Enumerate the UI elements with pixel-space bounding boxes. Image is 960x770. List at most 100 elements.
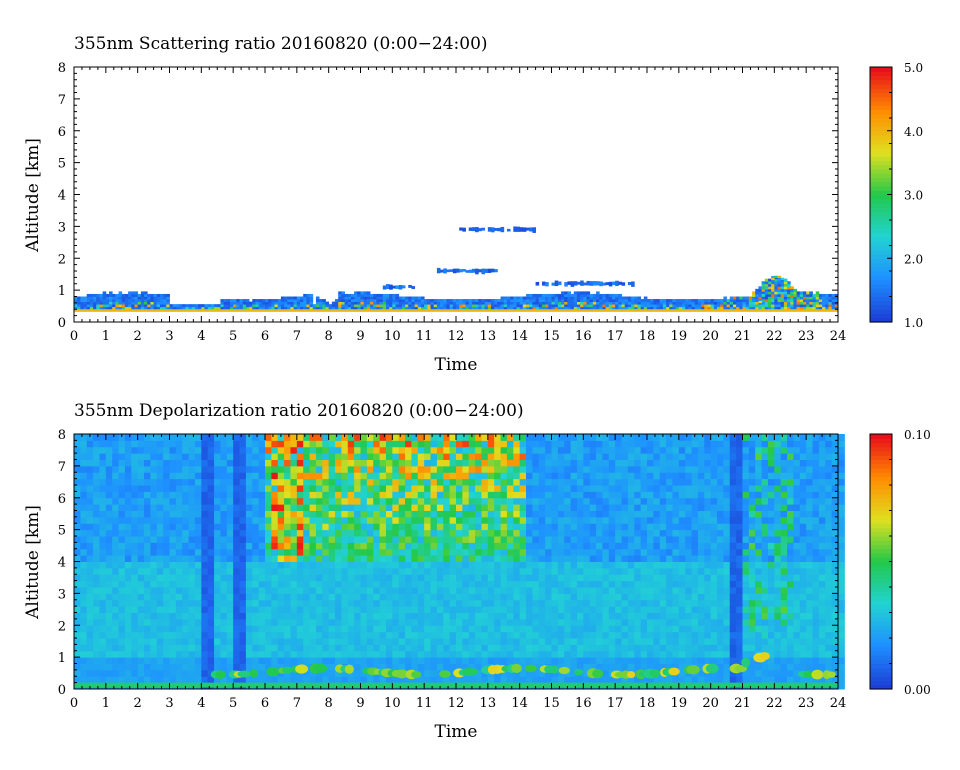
heatmap-cell [105,296,110,300]
heatmap-cell [137,580,145,588]
heatmap-cell [564,606,572,613]
heatmap-cell [347,536,355,543]
heatmap-cell [583,523,591,531]
heatmap-cell [229,306,234,310]
heatmap-cell [366,638,374,645]
heatmap-cell [551,478,559,486]
heatmap-cell [771,296,775,300]
heatmap-cell [564,650,572,658]
heatmap-cell [335,567,342,575]
heatmap-cell [456,523,463,531]
heatmap-cell [245,440,253,448]
heatmap-cell [608,293,613,297]
heatmap-cell [497,304,501,308]
heatmap-cell [373,497,381,505]
heatmap-cell [385,612,393,620]
heatmap-cell [226,650,234,658]
heatmap-cell [271,529,279,537]
heatmap-cell [494,612,502,620]
heatmap-cell [131,306,135,310]
heatmap-cell [669,304,673,308]
heatmap-cell [118,669,126,677]
heatmap-cell [583,465,591,473]
heatmap-cell [354,618,361,626]
heatmap-cell [207,304,212,308]
heatmap-cell [338,296,342,300]
heatmap-cell [478,306,482,310]
heatmap-cell [580,293,584,297]
heatmap-cell [580,301,584,305]
heatmap-cell [583,491,591,499]
heatmap-cell [74,561,81,569]
heatmap-cell [147,306,151,310]
heatmap-cell [815,304,820,308]
heatmap-cell [764,281,769,285]
heatmap-cell [188,465,196,473]
heatmap-cell [414,306,419,310]
cloud-cell [471,268,476,273]
heatmap-cell [118,304,123,308]
heatmap-cell [328,542,336,550]
heatmap-cell [494,497,502,505]
heatmap-cell [468,574,476,582]
heatmap-cell [207,446,215,454]
heatmap-cell [761,286,766,290]
heatmap-cell [745,301,750,305]
aerosol-cell [790,293,794,297]
heatmap-cell [341,676,349,684]
heatmap-cell [411,657,419,664]
heatmap-cell [354,434,361,441]
heatmap-cell [182,612,190,620]
heatmap-cell [166,299,170,302]
heatmap-cell [328,625,336,633]
heatmap-cell [449,669,457,677]
heatmap-cell [296,472,304,480]
heatmap-cell [398,306,403,310]
heatmap-cell [554,293,559,297]
heatmap-cell [710,304,715,308]
heatmap-cell [373,657,381,664]
heatmap-cell [74,548,81,556]
heatmap-cell [354,465,361,473]
heatmap-cell [401,306,406,310]
heatmap-cell [449,465,457,473]
heatmap-cell [214,304,218,308]
heatmap-cell [277,536,285,543]
heatmap-cell [366,663,374,671]
heatmap-cell [296,644,304,652]
heatmap-cell [825,301,829,305]
heatmap-cell [293,296,298,300]
heatmap-cell [717,299,721,302]
heatmap-cell [163,574,170,582]
heatmap-cell [83,301,88,305]
cloud-cell [551,282,556,286]
heatmap-cell [481,304,486,308]
heatmap-cell [691,299,696,302]
heatmap-cell [780,278,785,282]
heatmap-cell [723,304,727,308]
heatmap-cell [194,669,202,677]
heatmap-cell [245,459,253,467]
heatmap-cell [226,593,234,601]
heatmap-cell [226,459,234,467]
heatmap-cell [436,491,444,499]
heatmap-cell [551,523,559,531]
heatmap-cell [777,299,782,302]
heatmap-cell [373,612,381,620]
heatmap-cell [443,306,447,310]
heatmap-cell [188,669,196,677]
y-tick-label: 4 [58,189,66,204]
heatmap-cell [156,510,164,518]
heatmap-cell [207,606,215,613]
heatmap-cell [315,580,323,588]
heatmap-cell [357,291,361,295]
heatmap-cell [392,555,400,562]
heatmap-cell [500,304,505,308]
heatmap-cell [366,304,371,308]
heatmap-cell [220,434,228,441]
heatmap-cell [303,296,307,300]
heatmap-cell [163,497,170,505]
heatmap-cell [220,459,228,467]
heatmap-cell [443,523,451,531]
heatmap-cell [163,612,170,620]
